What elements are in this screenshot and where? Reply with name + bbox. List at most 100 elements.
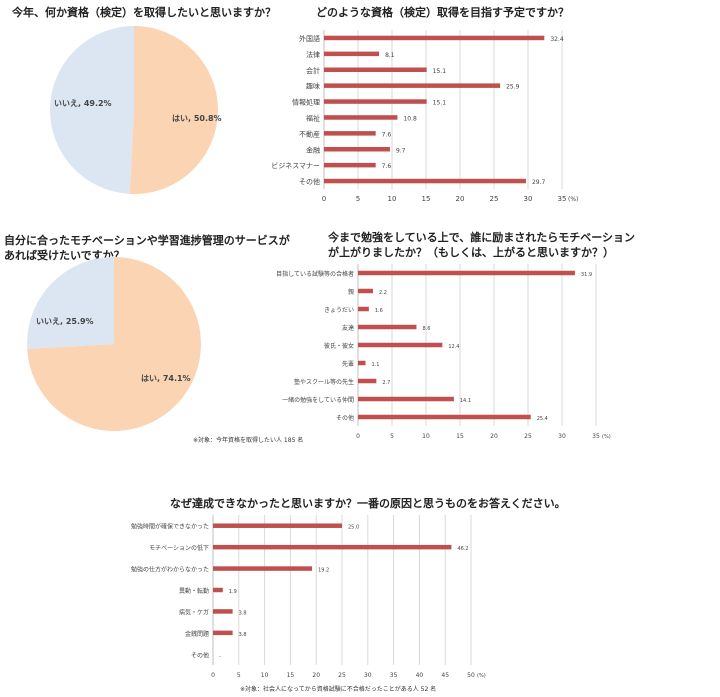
data-label: 29.7	[532, 179, 546, 186]
category-label: 友達	[342, 324, 354, 332]
pie-chart-2: 自分に合ったモチベーションや学習進捗管理のサービスが あれば受けたいですか？ は…	[4, 233, 290, 431]
category-label: 目指している試験等の合格者	[276, 270, 354, 278]
x-unit-label: (%)	[477, 673, 486, 679]
data-label: 25.9	[506, 84, 520, 91]
bar	[358, 342, 443, 348]
bar	[213, 544, 452, 550]
bar	[358, 378, 377, 384]
bar	[358, 360, 366, 366]
category-label: 塾やスクール等の先生	[294, 378, 354, 386]
data-label: 46.2	[457, 546, 468, 552]
pie-1-title: 今年、何か資格（検定）を取得したいと思いますか？	[11, 5, 276, 19]
bar	[324, 99, 427, 104]
data-label: -	[219, 653, 221, 659]
category-label: ビジネスマナー	[271, 161, 320, 170]
x-unit-label: (%)	[602, 434, 611, 440]
data-label: 2.2	[379, 290, 387, 296]
data-label: 15.1	[433, 68, 447, 75]
data-label: 3.8	[239, 610, 247, 616]
category-label: 金融	[306, 145, 320, 154]
category-label: 彼氏・彼女	[324, 342, 354, 350]
x-tick-label: 35	[558, 195, 567, 203]
data-label: 1.6	[375, 308, 383, 314]
bar	[213, 630, 233, 636]
x-tick-label: 25	[338, 672, 346, 679]
pie-1-label-yes: はい, 50.8%	[172, 114, 222, 123]
x-tick-label: 15	[287, 672, 295, 679]
pie-1-slice-yes	[129, 26, 218, 194]
data-label: 8.1	[385, 52, 395, 59]
data-label: 7.6	[382, 131, 392, 138]
category-label: 不動産	[299, 129, 320, 138]
x-tick-label: 40	[416, 672, 424, 679]
data-label: 9.7	[396, 147, 406, 154]
bar	[358, 324, 417, 330]
data-label: 25.0	[348, 525, 359, 531]
data-label: 32.4	[550, 36, 564, 43]
bar-1-plot: 0 5 10 15 20 25 30 35 (%) 外国語 32.4 法律 8.1 会計 15.1 趣味 25.…	[271, 30, 578, 203]
data-label: 12.4	[448, 344, 459, 350]
pie-2-title-line-2: あれば受けたいですか？	[4, 248, 125, 262]
x-tick-label: 45	[441, 672, 449, 679]
category-label: 勉強の仕方がわからなかった	[131, 566, 209, 574]
bar-2-note: ※対象：今年資格を取得したい人 185 名	[193, 436, 303, 444]
bar	[213, 587, 223, 593]
data-label: 19.2	[318, 568, 329, 574]
pie-2-title-line-1: 自分に合ったモチベーションや学習進捗管理のサービスが	[4, 233, 290, 247]
x-tick-label: 5	[237, 672, 241, 679]
data-label: 2.7	[382, 380, 390, 386]
bar-chart-1: どのような資格（検定）取得を目指す予定ですか？ 0 5 10 15 20 25 30 35 (%…	[271, 5, 578, 203]
pie-2-label-no: いいえ, 25.9%	[36, 317, 94, 326]
category-label: 情報処理	[292, 98, 320, 107]
bar	[358, 288, 373, 294]
category-label: 外国語	[299, 34, 320, 43]
x-tick-label: 35	[592, 433, 600, 440]
pie-2-label-yes: はい, 74.1%	[141, 374, 191, 383]
bar-3-note: ※対象：社会人になってから資格試験に不合格だったことがある人 52 名	[240, 685, 436, 693]
bar-3-title: なぜ達成できなかったと思いますか？一番の原因と思うものをお答えください。	[170, 496, 566, 510]
x-tick-label: 15	[456, 433, 464, 440]
category-label: 異動・転勤	[179, 587, 209, 595]
category-label: 会計	[306, 66, 320, 75]
category-label: その他	[299, 177, 320, 186]
data-label: 25.4	[537, 416, 548, 422]
category-label: 親	[348, 288, 354, 296]
bar	[358, 414, 531, 420]
x-tick-label: 25	[490, 195, 499, 203]
category-label: その他	[336, 414, 354, 422]
x-tick-label: 10	[261, 672, 269, 679]
x-tick-label: 0	[356, 433, 360, 440]
x-tick-label: 30	[524, 195, 533, 203]
bar	[358, 270, 575, 276]
bar	[324, 67, 427, 72]
category-label: その他	[191, 651, 209, 659]
category-label: 一緒の勉強をしている仲間	[282, 396, 354, 404]
category-label: 病気・ケガ	[179, 608, 209, 616]
data-label: 1.9	[229, 589, 237, 595]
bar	[324, 131, 376, 136]
x-tick-label: 20	[456, 195, 465, 203]
bar	[324, 51, 380, 57]
x-tick-label: 20	[312, 672, 320, 679]
bar	[324, 147, 390, 152]
category-label: 勉強時間が確保できなかった	[131, 523, 209, 531]
bar-chart-2: 今まで勉強をしている上で、誰に励まされたらモチベーション が上がりましたか？（も…	[193, 230, 635, 444]
data-label: 10.8	[403, 115, 417, 122]
x-tick-label: 10	[422, 433, 430, 440]
bar-chart-3: なぜ達成できなかったと思いますか？一番の原因と思うものをお答えください。 0 5 1…	[131, 496, 566, 693]
pie-2-slice-yes	[27, 257, 201, 431]
bar-2-plot: 0 5 10 15 20 25 30 35 (%) 目指している試験等の合格者 31.9 親 2.2 きょ…	[276, 264, 611, 440]
category-label: 趣味	[306, 82, 320, 91]
data-label: 1.1	[371, 362, 379, 368]
x-tick-label: 5	[390, 433, 394, 440]
x-tick-label: 25	[524, 433, 532, 440]
bar	[358, 396, 454, 402]
x-tick-label: 0	[322, 195, 326, 203]
x-tick-label: 30	[364, 672, 372, 679]
x-tick-label: 0	[211, 672, 215, 679]
pie-chart-1: 今年、何か資格（検定）を取得したいと思いますか？ はい, 50.8% いいえ, …	[11, 5, 276, 194]
x-tick-label: 15	[422, 195, 431, 203]
bar-1-title: どのような資格（検定）取得を目指す予定ですか？	[316, 5, 569, 19]
data-label: 14.1	[460, 398, 471, 404]
